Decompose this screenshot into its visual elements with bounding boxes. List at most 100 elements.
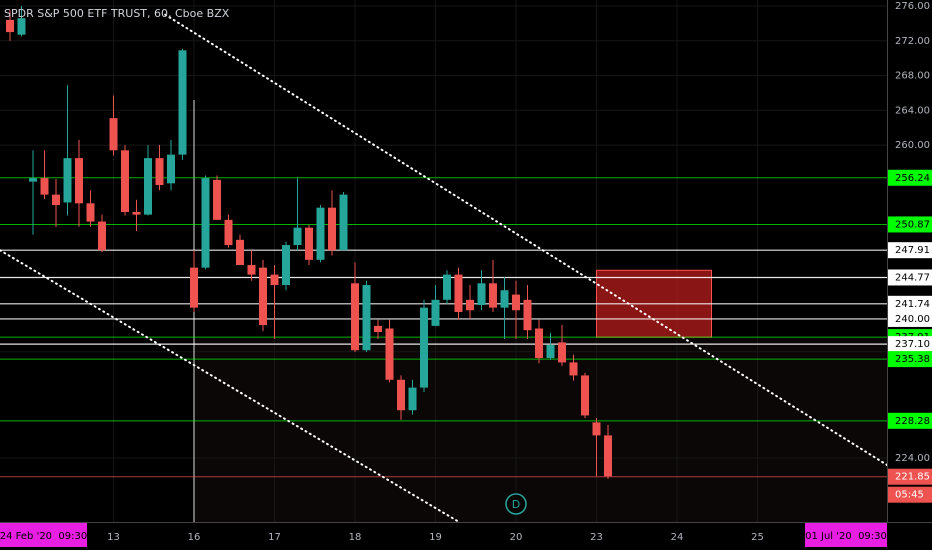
level-label-box bbox=[888, 336, 932, 353]
candle-body bbox=[477, 283, 486, 306]
x-tick-label: 17 bbox=[268, 532, 281, 543]
candle-body bbox=[29, 178, 38, 182]
level-label-box bbox=[888, 351, 932, 368]
candle-body bbox=[512, 294, 521, 311]
candle-body bbox=[328, 207, 337, 251]
candle-body bbox=[178, 50, 187, 155]
level-label: 237.10 bbox=[895, 339, 930, 350]
candle-body bbox=[604, 435, 613, 477]
candle-body bbox=[558, 342, 567, 363]
y-tick-label: 260.00 bbox=[895, 140, 930, 151]
event-marker bbox=[505, 493, 527, 515]
chart-title: SPDR S&P 500 ETF TRUST, 60, Cboe BZX bbox=[4, 7, 230, 20]
candle-body bbox=[155, 158, 164, 186]
candle-body bbox=[362, 285, 371, 351]
x-tick-label: 16 bbox=[188, 532, 201, 543]
candle-body bbox=[339, 194, 348, 251]
x-tick-label: 18 bbox=[349, 532, 362, 543]
level-label-box bbox=[888, 242, 932, 259]
session-shade bbox=[194, 337, 887, 522]
level-label: 228.28 bbox=[895, 416, 930, 427]
candle-body bbox=[305, 227, 314, 260]
y-tick-label: 268.00 bbox=[895, 71, 930, 82]
candle-body bbox=[592, 422, 601, 436]
last-price-label: 221.85 bbox=[895, 472, 930, 483]
candle-body bbox=[443, 274, 452, 300]
time-badge-box bbox=[0, 523, 87, 547]
candle-body bbox=[247, 265, 256, 275]
event-label: D bbox=[512, 498, 520, 511]
candle-body bbox=[213, 179, 222, 220]
x-tick-label: 25 bbox=[751, 532, 764, 543]
time-badge: 01 Jul '20 09:30 bbox=[805, 531, 887, 542]
candle-body bbox=[408, 387, 417, 411]
candle-body bbox=[109, 118, 118, 151]
candle-body bbox=[293, 227, 302, 246]
candle-body bbox=[282, 245, 291, 286]
time-badge-box bbox=[805, 523, 887, 547]
candle-body bbox=[351, 283, 360, 351]
candle-body bbox=[489, 283, 498, 308]
candle-body bbox=[17, 18, 26, 35]
candle-body bbox=[63, 158, 72, 203]
candle-body bbox=[259, 267, 268, 326]
candle-body bbox=[190, 267, 199, 308]
level-label-box bbox=[888, 269, 932, 286]
level-label-box bbox=[888, 295, 932, 312]
candle-body bbox=[374, 325, 383, 332]
countdown: 05:45 bbox=[895, 490, 924, 501]
candle-body bbox=[431, 299, 440, 326]
plot: D bbox=[0, 0, 888, 524]
time-badge: 24 Feb '20 09:30 bbox=[0, 531, 87, 542]
candle-body bbox=[121, 150, 130, 213]
candle-body bbox=[144, 158, 153, 215]
candle-body bbox=[546, 345, 555, 359]
candle-body bbox=[98, 221, 107, 251]
level-label: 241.74 bbox=[895, 299, 930, 310]
y-tick-label: 272.00 bbox=[895, 36, 930, 47]
candle-body bbox=[420, 307, 429, 388]
candle-body bbox=[132, 212, 141, 215]
candle-body bbox=[201, 178, 210, 268]
level-label: 256.24 bbox=[895, 173, 930, 184]
level-label: 244.77 bbox=[895, 272, 930, 283]
level-label: 240.00 bbox=[895, 314, 930, 325]
y-tick-label: 264.00 bbox=[895, 105, 930, 116]
candle-body bbox=[270, 274, 279, 286]
x-tick-label: 13 bbox=[107, 532, 120, 543]
candle-body bbox=[454, 274, 463, 312]
candle-body bbox=[466, 299, 475, 311]
candle-body bbox=[397, 379, 406, 411]
candle-body bbox=[6, 19, 15, 33]
candle-body bbox=[385, 328, 394, 380]
level-label-box bbox=[888, 412, 932, 429]
candle-body bbox=[500, 290, 509, 308]
x-tick-label: 23 bbox=[590, 532, 603, 543]
candle-body bbox=[581, 375, 590, 416]
candle-body bbox=[52, 194, 61, 206]
trendline bbox=[164, 13, 888, 466]
candle-body bbox=[86, 203, 95, 222]
countdown-box bbox=[888, 486, 932, 503]
last-price-label-box bbox=[888, 468, 932, 485]
candle-body bbox=[316, 207, 325, 260]
level-label: 247.91 bbox=[895, 245, 930, 256]
y-tick-label: 224.00 bbox=[895, 453, 930, 464]
candle-body bbox=[236, 239, 245, 266]
level-label: 235.38 bbox=[895, 354, 930, 365]
x-tick-label: 19 bbox=[429, 532, 442, 543]
x-tick-label: 20 bbox=[510, 532, 523, 543]
candle-body bbox=[167, 154, 176, 184]
level-label-box bbox=[888, 216, 932, 233]
level-label: 250.87 bbox=[895, 219, 930, 230]
candle-body bbox=[535, 328, 544, 359]
y-tick-label: 276.00 bbox=[895, 1, 930, 12]
candle-body bbox=[523, 299, 532, 331]
x-tick-label: 24 bbox=[671, 532, 684, 543]
candle-body bbox=[75, 158, 84, 204]
level-label-box bbox=[888, 310, 932, 327]
candle-body bbox=[40, 178, 49, 195]
candle-body bbox=[224, 219, 233, 246]
